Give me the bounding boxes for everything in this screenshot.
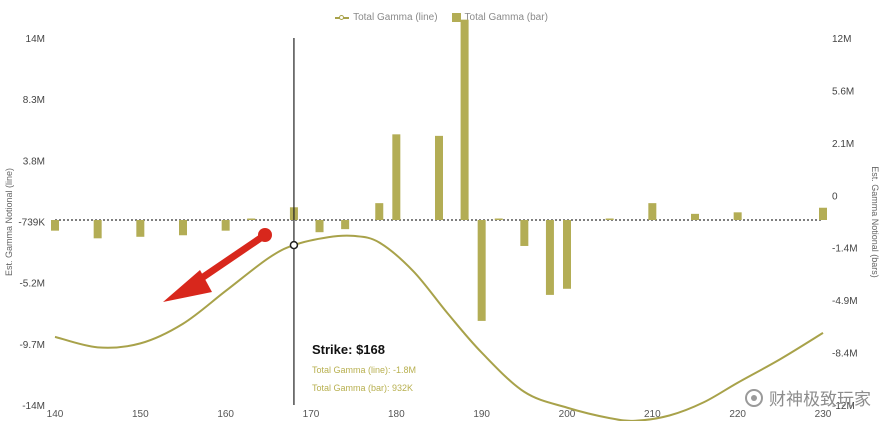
- x-tick-label: 230: [815, 409, 832, 420]
- x-tick-label: 210: [644, 409, 661, 420]
- y-right-tick-label: 2.1M: [832, 139, 854, 150]
- tooltip-bar-row: Total Gamma (bar): 932K: [312, 383, 414, 393]
- gamma-bar: [545, 220, 554, 295]
- x-tick-label: 150: [132, 409, 149, 420]
- y-right-tick-label: -4.9M: [832, 296, 858, 307]
- legend-item-line[interactable]: Total Gamma (line): [335, 12, 438, 23]
- gamma-bar: [375, 203, 384, 220]
- tooltip-line-row: Total Gamma (line): -1.8M: [312, 365, 417, 375]
- watermark-text: 财神极致玩家: [769, 390, 871, 409]
- annotation-arrow-tail: [258, 228, 272, 242]
- gamma-line-series: [54, 234, 824, 421]
- gamma-bar: [494, 218, 503, 220]
- gamma-bar: [648, 203, 657, 220]
- gamma-bar: [733, 212, 742, 220]
- gamma-bar: [93, 220, 102, 239]
- gamma-bar: [819, 207, 827, 220]
- gamma-bar: [179, 220, 187, 236]
- x-tick-label: 160: [217, 409, 234, 420]
- gamma-bar: [460, 19, 469, 221]
- gamma-bar: [247, 218, 256, 220]
- x-tick-label: 200: [559, 409, 576, 420]
- y-left-tick-label: -739K: [18, 218, 45, 229]
- hover-point-marker: [289, 240, 299, 250]
- y-right-axis-title: Est. Gamma Notional (bars): [870, 166, 880, 278]
- y-right-tick-label: 12M: [832, 34, 851, 45]
- gamma-bar: [341, 220, 350, 230]
- gamma-bar: [563, 220, 571, 289]
- y-left-tick-label: -14M: [22, 401, 45, 412]
- strike-tooltip: Strike: $168 Total Gamma (line): -1.8M T…: [303, 333, 463, 399]
- gamma-bar: [392, 134, 401, 220]
- x-tick-label: 170: [303, 409, 320, 420]
- watermark: 财神极致玩家: [745, 385, 871, 410]
- gamma-bar: [221, 220, 230, 231]
- legend-line-label: Total Gamma (line): [353, 12, 438, 23]
- legend-item-bar[interactable]: Total Gamma (bar): [451, 12, 548, 23]
- x-tick-label: 140: [47, 409, 64, 420]
- wechat-logo-icon: [745, 388, 763, 407]
- y-right-tick-label: 0: [832, 191, 838, 202]
- tooltip-title: Strike: $168: [312, 342, 385, 357]
- legend-line-swatch: [335, 14, 350, 20]
- y-left-tick-label: 3.8M: [23, 156, 45, 167]
- gamma-bar: [520, 220, 529, 246]
- gamma-bar: [136, 220, 145, 237]
- gamma-bar: [51, 220, 59, 231]
- legend-bar-label: Total Gamma (bar): [464, 12, 548, 23]
- gamma-bar: [605, 218, 614, 220]
- gamma-bar: [315, 220, 324, 233]
- annotation-arrow-head: [163, 270, 212, 302]
- y-left-tick-label: 14M: [26, 34, 45, 45]
- x-tick-label: 180: [388, 409, 405, 420]
- y-right-tick-label: 5.6M: [832, 86, 854, 97]
- gamma-bar: [691, 213, 699, 220]
- y-left-axis-title: Est. Gamma Notional (line): [4, 168, 14, 276]
- x-tick-label: 190: [473, 409, 490, 420]
- legend-bar-swatch: [451, 13, 461, 22]
- y-right-tick-label: -1.4M: [832, 244, 858, 255]
- chart-legend: Total Gamma (line) Total Gamma (bar): [0, 12, 883, 23]
- y-left-tick-label: -9.7M: [19, 340, 45, 351]
- y-right-tick-label: -8.4M: [832, 349, 858, 360]
- y-right-tick-label: -12M: [832, 401, 855, 412]
- y-left-tick-label: 8.3M: [23, 95, 45, 106]
- x-tick-label: 220: [729, 409, 746, 420]
- y-left-tick-label: -5.2M: [19, 279, 45, 290]
- gamma-bar: [477, 220, 486, 321]
- gamma-bar: [435, 135, 443, 220]
